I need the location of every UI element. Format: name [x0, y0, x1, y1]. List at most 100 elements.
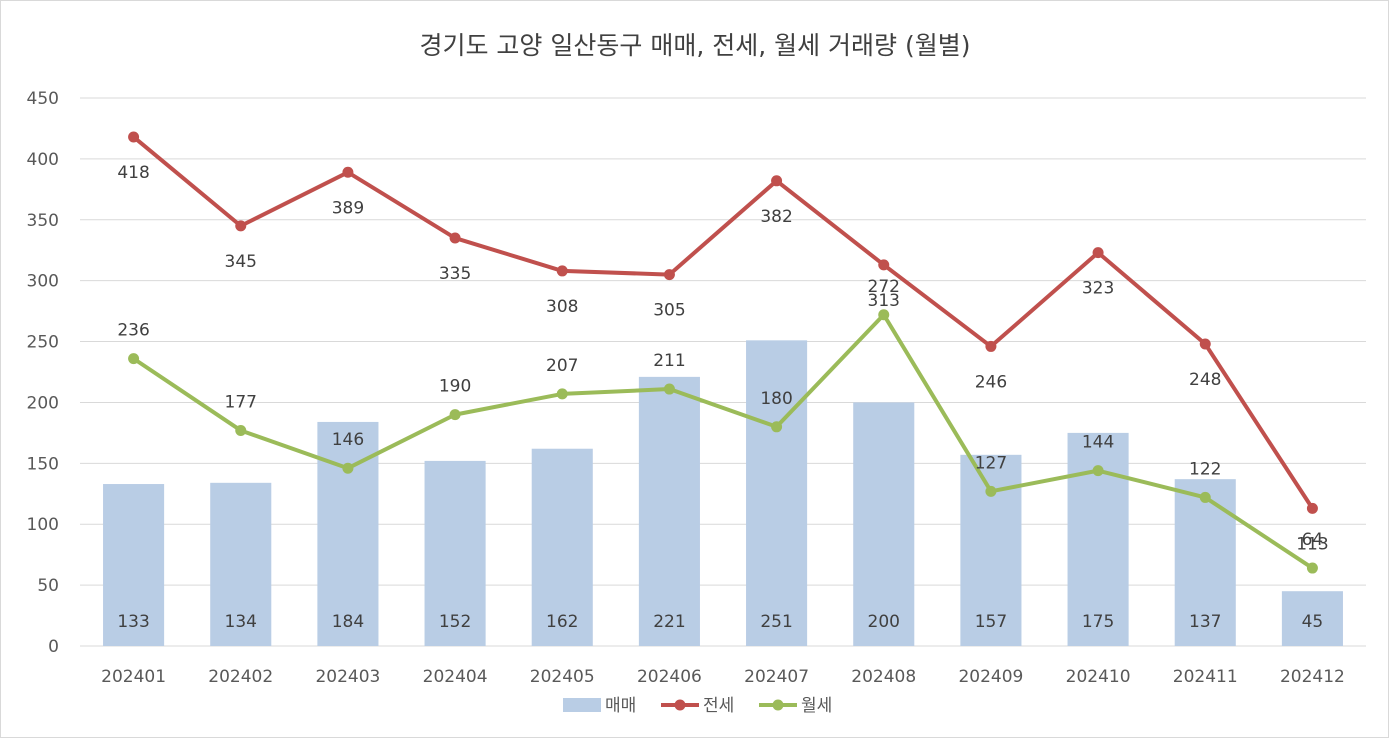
point-marker: [449, 232, 461, 244]
bar: [103, 484, 165, 646]
line-data-label: 308: [546, 297, 578, 317]
point-marker: [342, 462, 354, 474]
point-marker: [985, 340, 997, 352]
bar: [1174, 479, 1236, 646]
data-labels: 133 134 184 152 162 221 251 200 157 175 137 45 418 34…: [117, 163, 1328, 632]
line-series-group: [128, 131, 1318, 574]
point-marker: [878, 309, 890, 321]
line-data-label: 305: [653, 301, 685, 321]
y-axis-ticks: 0 50 100 150 200 250 300 350 400 450: [27, 89, 59, 657]
y-tick-label: 450: [27, 89, 59, 109]
point-marker: [771, 175, 783, 187]
series-line: [131, 134, 1315, 511]
point-marker: [1092, 465, 1104, 477]
point-marker: [342, 166, 354, 178]
y-tick-label: 50: [37, 576, 59, 596]
y-tick-label: 400: [27, 150, 59, 170]
line-data-label: 236: [117, 321, 149, 341]
y-tick-label: 150: [27, 454, 59, 474]
point-marker: [663, 269, 675, 281]
bar-data-label: 152: [439, 612, 471, 632]
line-data-label: 190: [439, 377, 471, 397]
bar: [853, 402, 915, 646]
chart-title: 경기도 고양 일산동구 매매, 전세, 월세 거래량 (월별): [419, 31, 970, 60]
legend-label: 월세: [801, 696, 832, 716]
legend-marker: [674, 699, 686, 711]
point-marker: [1306, 562, 1318, 574]
y-tick-label: 100: [27, 515, 59, 535]
line-data-label: 248: [1189, 370, 1221, 390]
y-tick-label: 350: [27, 211, 59, 231]
bar-data-label: 184: [332, 612, 364, 632]
line-data-label: 180: [760, 389, 792, 409]
x-tick-label: 202401: [101, 667, 166, 687]
y-tick-label: 250: [27, 333, 59, 353]
point-marker: [771, 421, 783, 433]
point-marker: [1199, 338, 1211, 350]
x-tick-label: 202403: [315, 667, 380, 687]
line-data-label: 207: [546, 356, 578, 376]
x-tick-label: 202404: [423, 667, 488, 687]
line-data-label: 144: [1082, 433, 1114, 453]
bar: [746, 340, 808, 646]
bar: [531, 448, 593, 646]
bar-data-label: 200: [868, 612, 900, 632]
x-tick-label: 202402: [208, 667, 273, 687]
series-line: [131, 312, 1315, 571]
line-data-label: 313: [868, 291, 900, 311]
legend-swatch: [563, 698, 601, 712]
legend-label: 매매: [605, 696, 636, 716]
legend-label: 전세: [703, 696, 734, 716]
line-data-label: 382: [760, 207, 792, 227]
line-data-label: 418: [117, 163, 149, 183]
bar-data-label: 162: [546, 612, 578, 632]
grid-lines: [80, 97, 1366, 647]
line-data-label: 177: [225, 392, 257, 412]
bar-data-label: 157: [975, 612, 1007, 632]
x-tick-label: 202408: [851, 667, 916, 687]
bar-data-label: 137: [1189, 612, 1221, 632]
bar-data-label: 45: [1302, 612, 1324, 632]
line-data-label: 122: [1189, 459, 1221, 479]
point-marker: [1092, 247, 1104, 259]
point-marker: [878, 259, 890, 271]
point-marker: [128, 353, 140, 365]
x-tick-label: 202411: [1173, 667, 1238, 687]
y-tick-label: 0: [48, 637, 59, 657]
point-marker: [1199, 491, 1211, 503]
bar-series-group: [103, 340, 1343, 646]
x-tick-label: 202406: [637, 667, 702, 687]
point-marker: [985, 485, 997, 497]
line-data-label: 127: [975, 453, 1007, 473]
x-axis-ticks: 202401 202402 202403 202404 202405 202406 2024…: [101, 667, 1345, 687]
line-data-label: 335: [439, 264, 471, 284]
line-data-label: 246: [975, 372, 1007, 392]
point-marker: [235, 424, 247, 436]
bar-data-label: 251: [760, 612, 792, 632]
x-tick-label: 202412: [1280, 667, 1345, 687]
x-tick-label: 202405: [530, 667, 595, 687]
line-data-label: 272: [868, 277, 900, 297]
bar-data-label: 134: [225, 612, 257, 632]
line-data-label: 211: [653, 351, 685, 371]
line-data-label: 323: [1082, 279, 1114, 299]
x-tick-label: 202410: [1066, 667, 1131, 687]
legend-marker: [772, 699, 784, 711]
bar-data-label: 133: [117, 612, 149, 632]
point-marker: [235, 220, 247, 232]
bar: [638, 376, 700, 646]
line-data-label: 64: [1302, 530, 1324, 550]
point-marker: [128, 131, 140, 143]
point-marker: [663, 383, 675, 395]
line-data-label: 389: [332, 198, 364, 218]
bar-data-label: 221: [653, 612, 685, 632]
y-tick-label: 200: [27, 393, 59, 413]
y-tick-label: 300: [27, 272, 59, 292]
point-marker: [1306, 502, 1318, 514]
bar-data-label: 175: [1082, 612, 1114, 632]
point-marker: [556, 388, 568, 400]
bar: [210, 482, 272, 646]
bar: [424, 460, 486, 646]
